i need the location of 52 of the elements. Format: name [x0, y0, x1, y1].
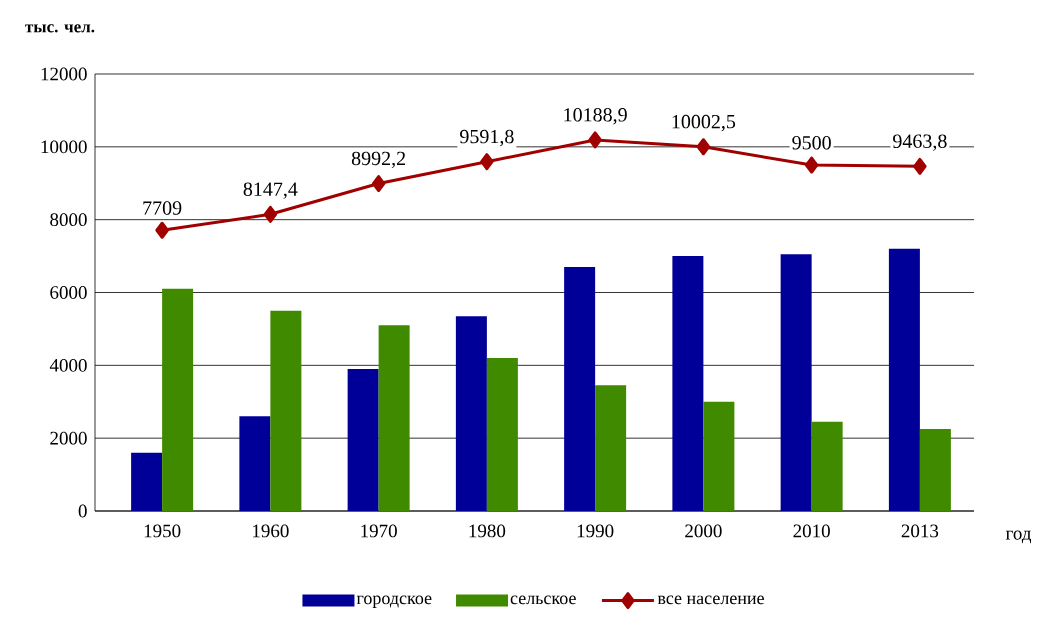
- legend-label: все население: [657, 595, 764, 605]
- bar: [455, 316, 487, 511]
- y-axis-title: тыс. чел.: [25, 24, 95, 33]
- x-tick-label: 1950: [144, 524, 181, 538]
- bar: [162, 288, 194, 511]
- bar: [888, 248, 920, 511]
- data-label: 10188,9: [564, 108, 627, 125]
- bar: [486, 358, 518, 511]
- data-label: 9591,8: [460, 129, 514, 147]
- bar: [780, 254, 812, 511]
- x-tick-label: 2013: [901, 524, 939, 538]
- point: [480, 153, 494, 171]
- point: [155, 221, 169, 239]
- y-tick-label: 6000: [50, 286, 87, 299]
- x-tick-label: 1970: [361, 524, 397, 538]
- data-label: 8147,4: [243, 182, 298, 199]
- data-label: 10002,5: [672, 114, 736, 132]
- point: [804, 156, 819, 174]
- bar: [270, 310, 302, 511]
- legend-label: городское: [356, 595, 432, 608]
- bar: [564, 267, 596, 511]
- bar: [811, 421, 843, 511]
- y-tick-label: 8000: [50, 213, 87, 227]
- y-tick-label: 10000: [41, 140, 87, 154]
- x-tick-label: 1980: [469, 524, 506, 538]
- bar: [378, 325, 410, 511]
- bar: [672, 256, 704, 511]
- bar: [239, 416, 271, 511]
- data-label: 9463,8: [893, 134, 947, 151]
- bar: [703, 401, 735, 511]
- x-tick-label: 2010: [793, 524, 830, 538]
- y-tick-label: 4000: [49, 358, 87, 372]
- data-label: 9500: [792, 136, 831, 150]
- point: [371, 175, 386, 193]
- bar: [595, 385, 627, 511]
- bar: [919, 429, 951, 511]
- point: [913, 157, 927, 175]
- x-tick-label: 2000: [685, 524, 722, 538]
- data-label: 7709: [143, 201, 182, 215]
- y-tick-label: 0: [78, 504, 87, 518]
- y-tick-label: 2000: [50, 431, 87, 445]
- y-tick-label: 12000: [41, 67, 87, 81]
- point: [263, 205, 278, 223]
- x-tick-label: 1990: [577, 524, 614, 538]
- legend-label: сельское: [510, 595, 576, 605]
- data-label: 8992,2: [351, 151, 406, 169]
- point: [588, 131, 602, 149]
- x-axis-title: год: [1005, 530, 1032, 544]
- bar: [131, 452, 163, 511]
- bar: [347, 368, 379, 511]
- point: [696, 138, 711, 156]
- x-tick-label: 1960: [253, 524, 289, 538]
